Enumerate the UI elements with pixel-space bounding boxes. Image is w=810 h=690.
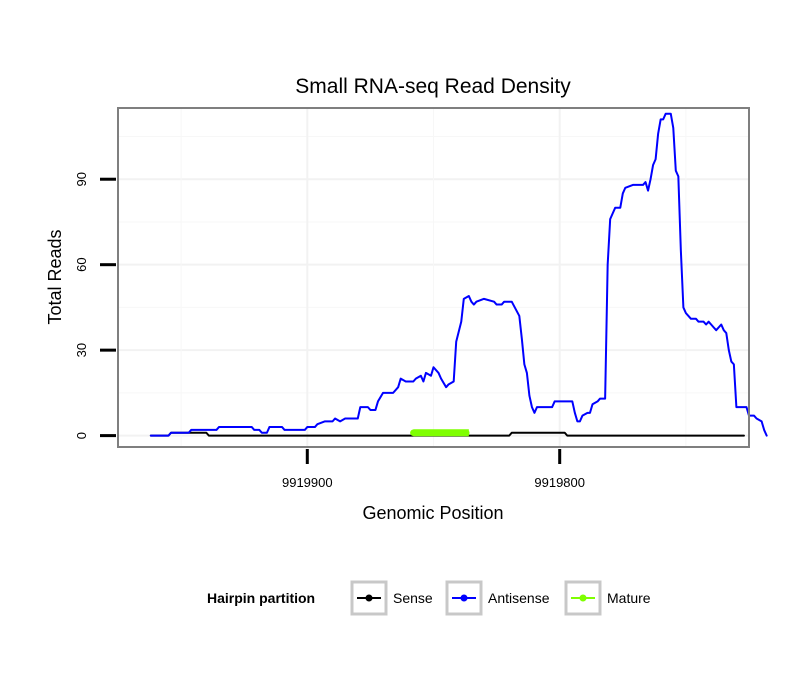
legend-title: Hairpin partition — [207, 590, 315, 606]
y-axis: 0 30 60 90 — [74, 172, 116, 439]
series-layer — [149, 112, 768, 437]
chart-title: Small RNA-seq Read Density — [295, 75, 571, 98]
y-tick-label: 30 — [74, 343, 89, 357]
x-axis: 9919900 9919800 — [282, 449, 585, 490]
x-axis-label: Genomic Position — [362, 503, 503, 523]
legend-key-point — [579, 594, 587, 602]
legend-label-antisense: Antisense — [488, 590, 550, 606]
legend-key-point — [460, 594, 468, 602]
legend: Hairpin partition Sense Antisense Mature — [207, 580, 651, 616]
y-tick-label: 90 — [74, 172, 89, 186]
mature-point — [463, 429, 470, 436]
series-line-antisense — [149, 112, 768, 437]
grid-layer — [118, 108, 749, 447]
plot-border — [117, 107, 750, 448]
x-tick-label: 9919900 — [282, 475, 333, 490]
plot-area — [117, 107, 768, 448]
x-tick-label: 9919800 — [534, 475, 585, 490]
legend-key-point — [365, 594, 373, 602]
legend-label-mature: Mature — [607, 590, 651, 606]
legend-entries: Sense Antisense Mature — [350, 580, 651, 616]
y-axis-label: Total Reads — [45, 229, 65, 324]
legend-label-sense: Sense — [393, 590, 433, 606]
y-tick-label: 0 — [74, 432, 89, 439]
y-tick-label: 60 — [74, 257, 89, 271]
